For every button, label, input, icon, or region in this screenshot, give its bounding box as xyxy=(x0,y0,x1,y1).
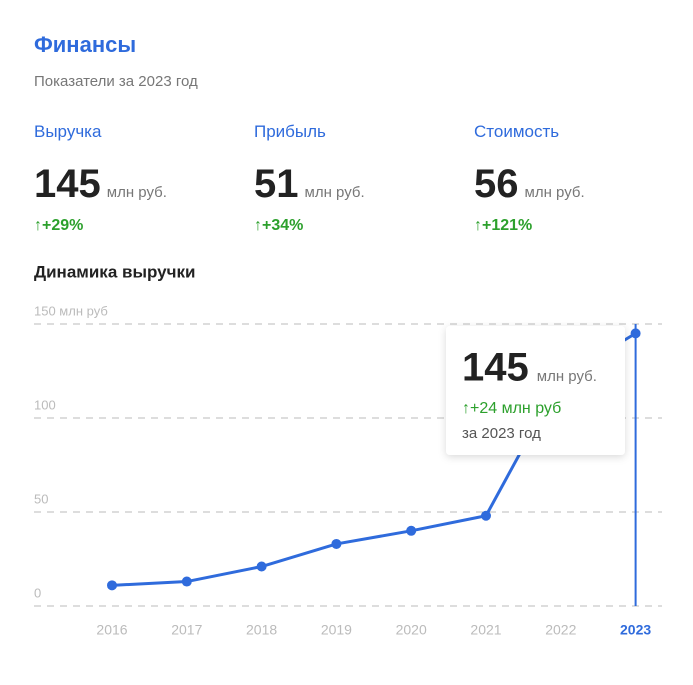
metric: Прибыль 51 млн руб. ↑+34% xyxy=(254,122,464,235)
point xyxy=(331,538,342,549)
y-tick-label: 0 xyxy=(34,585,41,600)
metric-row: 145 млн руб. xyxy=(34,162,244,207)
x-tick-label: 2016 xyxy=(96,622,127,638)
y-tick-label: 150 млн руб xyxy=(34,303,108,318)
tooltip: 145 млн руб. ↑+24 млн руб за 2023 год xyxy=(446,326,625,455)
tooltip-change: ↑+24 млн руб xyxy=(462,400,561,417)
x-tick-label: 2022 xyxy=(545,622,576,638)
tooltip-box xyxy=(446,326,625,455)
point xyxy=(630,328,641,339)
subtitle: Показатели за 2023 год xyxy=(34,73,198,90)
metric-change: ↑+34% xyxy=(254,217,304,234)
metric-change: ↑+121% xyxy=(474,217,533,234)
x-tick-label: 2021 xyxy=(470,622,501,638)
metric-value: 56 xyxy=(474,162,519,206)
tooltip-period: за 2023 год xyxy=(462,425,541,442)
metric-value: 51 xyxy=(254,162,299,206)
metric-row: 51 млн руб. xyxy=(254,162,464,207)
x-tick-label: 2018 xyxy=(246,622,277,638)
y-tick-label: 50 xyxy=(34,491,48,506)
metric: Выручка 145 млн руб. ↑+29% xyxy=(34,122,244,235)
x-tick-label: 2020 xyxy=(396,622,427,638)
metric: Стоимость 56 млн руб. ↑+121% xyxy=(474,122,684,235)
y-tick-label: 100 xyxy=(34,397,56,412)
chart-title: Динамика выручки xyxy=(34,262,195,281)
metric-label: Стоимость xyxy=(474,122,560,141)
metric-label: Выручка xyxy=(34,122,102,141)
metric-unit: млн руб. xyxy=(524,184,585,201)
metric-change: ↑+29% xyxy=(34,217,84,234)
metric-unit: млн руб. xyxy=(106,184,167,201)
title: Финансы xyxy=(34,32,137,57)
x-tick-label: 2017 xyxy=(171,622,202,638)
metric-value: 145 xyxy=(34,162,101,206)
metric-row: 56 млн руб. xyxy=(474,162,684,207)
metric-label: Прибыль xyxy=(254,122,326,141)
tooltip-value: 145 xyxy=(462,346,529,390)
x-tick-label: 2023 xyxy=(620,622,651,638)
metric-unit: млн руб. xyxy=(304,184,365,201)
point xyxy=(481,510,491,521)
point xyxy=(406,525,417,536)
point xyxy=(107,580,117,591)
point xyxy=(256,561,267,572)
x-tick-label: 2019 xyxy=(321,622,352,638)
point xyxy=(181,576,192,587)
tooltip-unit: млн руб. xyxy=(537,368,597,385)
